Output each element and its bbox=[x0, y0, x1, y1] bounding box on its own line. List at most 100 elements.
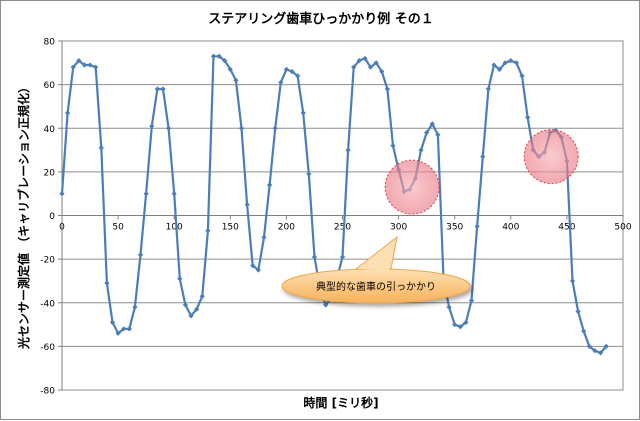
data-point bbox=[188, 313, 194, 319]
data-point bbox=[199, 293, 205, 299]
x-tick-label: 150 bbox=[222, 223, 239, 233]
data-point bbox=[87, 62, 93, 68]
data-point bbox=[132, 304, 138, 310]
x-tick-label: 200 bbox=[278, 223, 295, 233]
data-point bbox=[171, 191, 177, 197]
data-point bbox=[519, 73, 525, 79]
callout-label: 典型的な歯車の引っかかり bbox=[316, 280, 436, 293]
x-tick-label: 500 bbox=[614, 223, 631, 233]
highlight-circles bbox=[384, 129, 579, 215]
y-tick-label: 0 bbox=[49, 212, 55, 222]
data-point bbox=[261, 234, 267, 240]
x-tick-label: 350 bbox=[446, 223, 463, 233]
data-point bbox=[154, 86, 160, 92]
x-tick-label: 50 bbox=[112, 223, 124, 233]
data-point bbox=[93, 64, 99, 70]
data-point bbox=[446, 304, 452, 310]
data-point bbox=[177, 276, 183, 282]
data-point bbox=[98, 145, 104, 151]
data-point bbox=[143, 191, 149, 197]
data-point bbox=[597, 350, 604, 356]
data-point bbox=[468, 297, 475, 304]
data-point bbox=[351, 64, 357, 70]
data-point bbox=[418, 147, 424, 153]
data-series bbox=[59, 53, 609, 356]
data-point bbox=[367, 64, 374, 70]
x-tick-label: 450 bbox=[558, 223, 575, 233]
chart-title: ステアリング歯車ひっかかり例 その１ bbox=[208, 11, 434, 27]
data-point bbox=[250, 263, 256, 269]
x-tick-label: 300 bbox=[390, 223, 407, 233]
x-axis-label: 時間 [ミリ秒] bbox=[303, 395, 378, 410]
data-point bbox=[485, 86, 491, 92]
axes bbox=[58, 40, 624, 391]
data-point bbox=[233, 77, 239, 83]
data-point bbox=[255, 267, 261, 273]
data-point bbox=[480, 154, 486, 160]
y-tick-label: -40 bbox=[40, 299, 55, 309]
data-point bbox=[379, 68, 385, 75]
data-point bbox=[104, 280, 110, 286]
data-point bbox=[126, 326, 132, 332]
data-point bbox=[205, 228, 211, 234]
data-point bbox=[306, 171, 312, 177]
data-point bbox=[238, 125, 245, 131]
data-point bbox=[311, 254, 318, 260]
data-point bbox=[222, 58, 228, 64]
y-axis-label: 光センサー測定値 （キャリブレーション正規化） bbox=[16, 81, 31, 350]
data-point bbox=[272, 125, 278, 131]
y-tick-labels: -80 -60 -40 -20 0 20 40 60 80 bbox=[40, 38, 55, 397]
x-tick-label: 0 bbox=[59, 223, 65, 233]
data-point bbox=[81, 62, 88, 68]
data-point bbox=[137, 252, 144, 258]
data-point bbox=[244, 201, 250, 208]
y-tick-label: -60 bbox=[40, 343, 55, 353]
x-tick-label: 100 bbox=[166, 223, 183, 233]
data-point bbox=[216, 53, 222, 59]
data-point bbox=[266, 182, 273, 188]
y-tick-label: -20 bbox=[40, 256, 55, 266]
data-point bbox=[339, 254, 346, 260]
data-point bbox=[390, 143, 396, 149]
y-tick-label: 20 bbox=[44, 168, 56, 178]
data-point bbox=[435, 132, 441, 138]
series-line bbox=[60, 55, 608, 354]
data-point bbox=[581, 328, 587, 334]
data-point bbox=[373, 60, 379, 66]
highlight-circle bbox=[523, 129, 579, 185]
data-point bbox=[278, 79, 284, 86]
y-tick-label: 60 bbox=[44, 81, 56, 91]
data-point bbox=[429, 121, 435, 127]
data-point bbox=[149, 123, 155, 129]
data-point bbox=[121, 326, 127, 332]
data-point bbox=[115, 330, 121, 336]
y-tick-label: 80 bbox=[44, 38, 56, 48]
data-point bbox=[323, 302, 329, 308]
data-point bbox=[424, 130, 430, 136]
data-point bbox=[586, 343, 592, 349]
data-point bbox=[210, 53, 217, 59]
data-point bbox=[603, 343, 609, 349]
data-point bbox=[592, 348, 598, 354]
data-point bbox=[525, 114, 531, 120]
y-tick-label: 40 bbox=[44, 125, 56, 135]
data-point bbox=[65, 110, 71, 116]
data-point bbox=[345, 147, 351, 153]
data-point bbox=[283, 66, 289, 72]
data-point bbox=[300, 110, 306, 116]
x-tick-label: 400 bbox=[502, 223, 519, 233]
data-point bbox=[496, 66, 503, 72]
data-point bbox=[70, 64, 76, 70]
data-point bbox=[194, 306, 200, 312]
data-point bbox=[59, 191, 65, 197]
data-point bbox=[160, 86, 166, 92]
y-tick-label: -80 bbox=[40, 387, 55, 397]
data-point bbox=[452, 321, 458, 328]
data-point bbox=[463, 319, 469, 325]
data-point bbox=[289, 68, 295, 75]
data-point bbox=[491, 62, 497, 68]
data-point bbox=[362, 55, 368, 62]
highlight-circle bbox=[384, 159, 440, 215]
data-point bbox=[182, 302, 189, 308]
